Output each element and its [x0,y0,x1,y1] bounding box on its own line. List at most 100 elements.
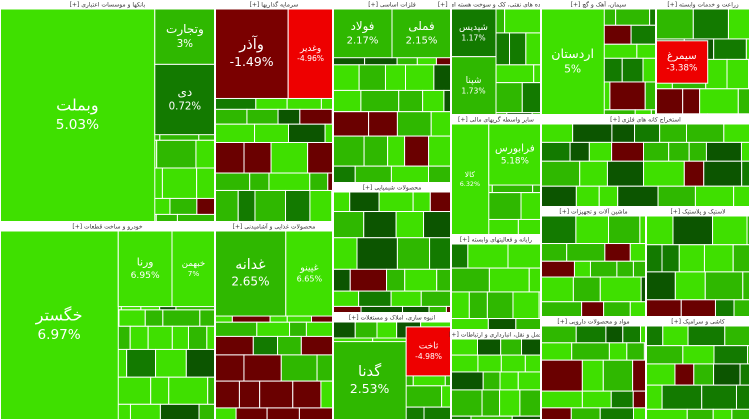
small-tile [540,359,583,392]
stock-tile[interactable] [488,123,542,186]
small-tile [668,141,690,162]
stock-tile[interactable] [0,230,119,420]
stock-tile[interactable] [171,230,216,308]
sector-title[interactable]: [+] حمل و نقل، انبارداری و ارتباطات [449,332,543,339]
small-tile [477,354,502,373]
stock-change: 7% [188,269,200,278]
sector-title[interactable]: [+] سیمان، آهک و گچ [571,0,627,9]
small-tile [674,363,695,386]
sector-title[interactable]: [+] محصولات غذایی و آشامیدنی [233,222,316,231]
stock-tile[interactable] [405,326,452,377]
stock-tile[interactable] [285,230,334,317]
sector-title[interactable]: [+] استخراج کانه های فلزی [610,117,681,124]
small-tile [214,380,240,409]
small-tile [254,189,287,223]
small-tile [540,301,583,318]
sector-title[interactable]: [+] سرمایه گذاریها [250,1,299,9]
sector-title[interactable]: [+] سایر واسطه گریهای مالی [458,116,534,124]
sector-title[interactable]: [+] بانکها و موسسات اعتباری [70,2,146,9]
small-tile [500,354,526,373]
small-tile [688,141,707,162]
small-tile [683,160,705,187]
small-tile [196,197,216,215]
stock-change: 1.73% [461,86,485,95]
stock-change: 6.32% [460,180,480,188]
small-tile [214,141,245,174]
small-tile [270,141,309,174]
small-tile [634,123,661,143]
stock-tile[interactable] [332,8,393,59]
sector-title[interactable]: [+] زراعت و خدمات وابسته [667,2,738,9]
small-tile [692,8,729,40]
small-tile [525,32,542,66]
sector-title[interactable]: [+] فرآورده های نفتی، کک و سوخت هسته ای [438,0,554,9]
small-tile [606,160,645,187]
small-tile [520,192,542,220]
small-tile [507,243,542,269]
sector-title[interactable]: [+] رایانه و فعالیتهای وابسته [460,237,532,244]
small-tile [741,160,750,187]
small-tile [214,407,237,420]
stock-name: شپدیس [459,23,488,33]
small-tile [524,354,542,373]
stock-tile[interactable] [450,56,497,116]
stock-tile[interactable] [214,230,287,317]
small-tile [742,271,750,301]
sector-title[interactable]: [+] مواد و محصولات دارویی [557,319,629,326]
sector-title[interactable]: [+] لاستیک و پلاستیک [670,209,725,216]
stock-change: 6.97% [38,327,81,343]
small-tile [450,291,470,320]
small-tile [214,189,239,223]
small-tile [349,268,388,292]
sector-header [646,317,750,326]
small-tile [238,380,261,409]
stock-change: 6.65% [297,275,323,284]
small-tile [517,218,542,236]
stock-change: 2.17% [347,35,379,46]
stock-tile[interactable] [154,63,216,136]
sector-header [451,235,541,244]
small-tile [155,348,187,378]
small-tile [482,371,501,391]
small-tile [615,8,651,26]
sector-title[interactable]: [+] انبوه سازی، املاک و مستغلات [349,314,436,322]
sector-title[interactable]: [+] خودرو و ساخت قطعات [72,224,142,231]
small-tile [155,213,178,223]
small-tile [400,385,443,408]
small-tile [572,123,613,143]
small-tile [645,271,676,301]
sector-title[interactable]: [+] فلزات اساسی [368,2,416,9]
small-tile [645,215,674,246]
small-tile [657,185,696,208]
sector-title[interactable]: [+] ماشین آلات و تجهیزات [559,207,627,216]
small-tile [129,403,161,420]
small-tile [540,160,581,187]
small-tile [682,345,715,365]
small-tile [277,108,301,125]
stock-tile[interactable] [450,8,497,58]
small-tile [387,135,406,167]
small-tile [268,172,311,191]
stock-name: خگستر [35,305,83,325]
stock-tile[interactable] [0,8,156,223]
small-tile [187,325,208,350]
small-tile [645,408,688,420]
small-tile [292,380,322,409]
stock-name: وبملت [56,95,98,115]
small-tile [655,8,694,40]
small-tile [616,260,634,278]
small-tile [622,325,642,344]
small-tile [288,123,326,143]
stock-tile[interactable] [287,8,334,99]
small-tile [712,408,733,420]
small-tile [412,191,431,213]
stock-change: -1.49% [230,54,274,69]
sector-title[interactable]: [+] محصولات شیمیایی [363,185,422,192]
stock-tile[interactable] [154,8,216,65]
stock-tile[interactable] [391,8,452,59]
stock-tile[interactable] [117,230,173,308]
stock-tile[interactable] [655,40,709,84]
sector-title[interactable]: [+] کاشی و سرامیک [671,319,725,326]
small-tile [285,189,311,223]
stock-name: سیمرغ [667,50,697,62]
